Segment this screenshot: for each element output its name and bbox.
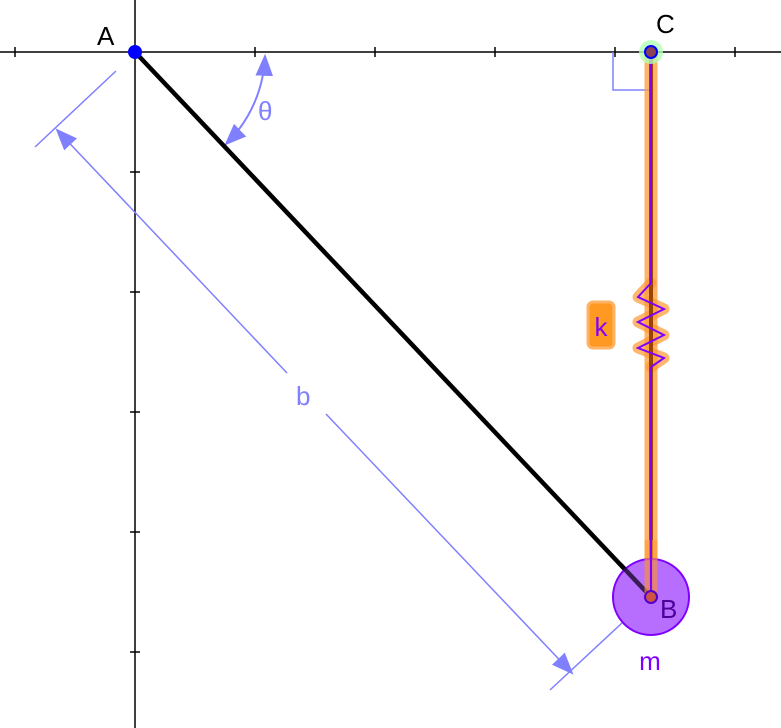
- spring-constant-box: [586, 300, 616, 350]
- x-axis-ticks: [14, 47, 736, 57]
- extension-line-b: [549, 622, 623, 691]
- point-b-label: B: [660, 594, 677, 624]
- point-a[interactable]: [128, 45, 142, 59]
- point-a-label: A: [97, 21, 115, 51]
- point-c[interactable]: [644, 45, 658, 59]
- point-b[interactable]: [644, 590, 658, 604]
- right-angle-mark: [612, 52, 651, 91]
- y-axis-ticks: [130, 171, 140, 653]
- dimension-line-lower: [325, 413, 574, 675]
- dimension-line-upper: [55, 128, 288, 374]
- point-c-label: C: [656, 9, 675, 39]
- angle-arc: [224, 53, 274, 146]
- spring-constant-label: k: [595, 312, 609, 342]
- mass-label: m: [639, 646, 661, 676]
- length-label: b: [296, 381, 310, 411]
- rod: [133, 50, 653, 599]
- angle-label: θ: [258, 96, 272, 126]
- spring: [632, 52, 670, 597]
- extension-line-a: [34, 70, 117, 148]
